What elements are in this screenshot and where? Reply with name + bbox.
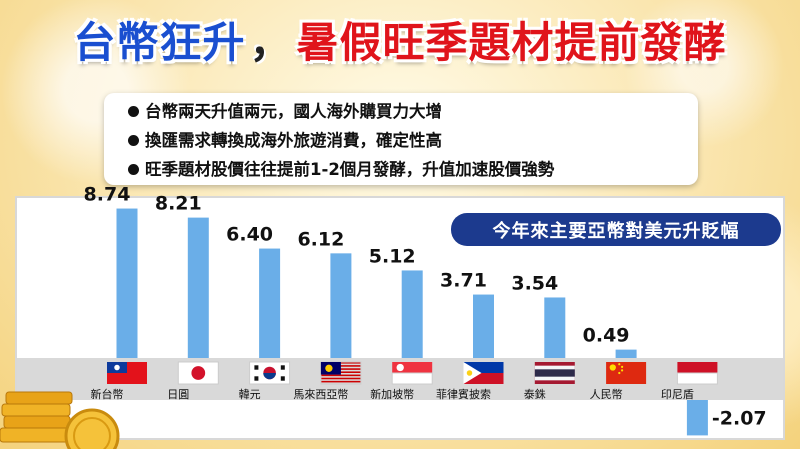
bullet-item: 換匯需求轉換成海外旅遊消費，確定性高 xyxy=(128,126,698,155)
china-flag-icon xyxy=(606,362,647,384)
bullet-text: 旺季題材股價往往提前1-2個月發酵，升值加速股價強勢 xyxy=(145,160,555,179)
page-title: 台幣狂升 ， 暑假旺季題材提前發酵 xyxy=(0,4,800,74)
indonesia-flag-icon xyxy=(676,362,718,385)
malaysia-flag-icon xyxy=(320,361,362,385)
category-label: 日圓 xyxy=(167,388,189,401)
bar xyxy=(473,294,494,358)
singapore-flag-icon xyxy=(391,362,433,385)
bullet-list: 台幣兩天升值兩元，國人海外購買力大增 換匯需求轉換成海外旅遊消費，確定性高 旺季… xyxy=(104,93,698,185)
bar xyxy=(259,248,281,358)
bar xyxy=(544,297,566,358)
bar xyxy=(116,208,138,358)
category-label: 菲律賓披索 xyxy=(436,387,491,401)
south-korea-flag-icon xyxy=(249,361,291,385)
category-label: 新加坡幣 xyxy=(370,387,414,401)
bullet-item: 旺季題材股價往往提前1-2個月發酵，升值加速股價強勢 xyxy=(128,155,698,184)
data-label: 6.40 xyxy=(226,224,273,246)
bar xyxy=(187,217,209,358)
taiwan-flag-icon xyxy=(107,362,147,384)
bar xyxy=(401,270,423,358)
bullet-text: 換匯需求轉換成海外旅遊消費，確定性高 xyxy=(145,131,442,150)
data-label: 5.12 xyxy=(369,245,416,267)
category-label: 泰銖 xyxy=(524,387,546,401)
gold-coins-decoration xyxy=(0,391,120,449)
category-label: 印尼盾 xyxy=(661,388,694,401)
philippines-flag-icon xyxy=(463,362,504,384)
title-separator: ， xyxy=(249,17,293,67)
bar xyxy=(330,253,352,358)
bullet-dot-icon xyxy=(128,106,139,117)
category-label: 新台幣 xyxy=(91,387,124,401)
bar xyxy=(686,400,708,436)
japan-flag-icon xyxy=(177,361,219,385)
title-right: 暑假旺季題材提前發酵 xyxy=(296,17,727,67)
data-label: 8.74 xyxy=(84,184,131,206)
data-label: 0.49 xyxy=(583,325,630,347)
title-left: 台幣狂升 xyxy=(73,17,246,67)
data-label: 3.71 xyxy=(440,270,487,292)
bullet-item: 台幣兩天升值兩元，國人海外購買力大增 xyxy=(128,97,698,126)
bullet-text: 台幣兩天升值兩元，國人海外購買力大增 xyxy=(145,102,442,121)
chart-title: 今年來主要亞幣對美元升貶幅 xyxy=(451,213,781,246)
category-label: 馬來西亞幣 xyxy=(293,388,348,401)
bar xyxy=(615,349,637,358)
data-label: 6.12 xyxy=(297,228,344,250)
data-label: 3.54 xyxy=(511,272,558,294)
data-label: 8.21 xyxy=(155,193,202,215)
bullet-dot-icon xyxy=(128,164,139,175)
data-label: -2.07 xyxy=(712,408,767,430)
category-label: 韓元 xyxy=(239,388,261,401)
bullet-dot-icon xyxy=(128,135,139,146)
category-label: 人民幣 xyxy=(590,388,623,401)
thailand-flag-icon xyxy=(534,362,575,384)
